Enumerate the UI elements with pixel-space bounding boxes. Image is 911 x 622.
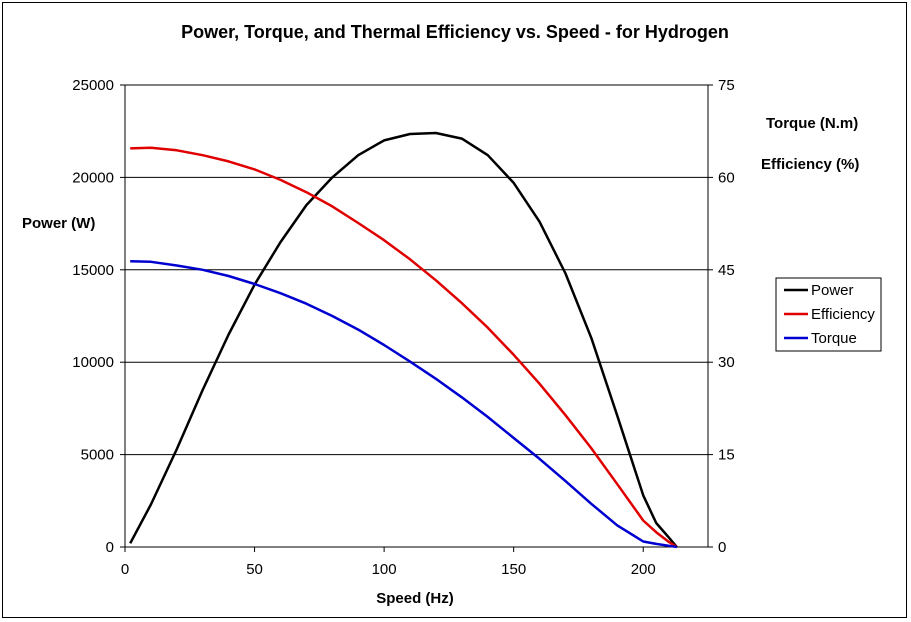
- y-right-tick-label: 45: [718, 262, 735, 279]
- y-left-tick-label: 5000: [81, 447, 114, 464]
- x-tick-label: 50: [246, 561, 263, 578]
- y-right-tick-label: 30: [718, 354, 735, 371]
- series-line-torque: [130, 259, 678, 549]
- y-left-tick-label: 15000: [72, 262, 114, 279]
- gridlines: [125, 84, 708, 456]
- series-line-power: [129, 131, 678, 548]
- series-line-efficiency: [130, 146, 678, 549]
- y-right-tick-label: 0: [718, 539, 726, 556]
- x-tick-label: 0: [121, 561, 129, 578]
- x-tick-label: 200: [631, 561, 656, 578]
- y-right-axis-label-torque: Torque (N.m): [766, 115, 858, 132]
- y-left-tick-label: 0: [106, 539, 114, 556]
- y-left-tick-label: 10000: [72, 354, 114, 371]
- x-axis-label: Speed (Hz): [376, 590, 454, 607]
- y-right-tick-label: 15: [718, 447, 735, 464]
- legend-label-power: Power: [811, 282, 854, 299]
- y-right-axis-label-efficiency: Efficiency (%): [761, 156, 859, 173]
- y-left-tick-label: 20000: [72, 169, 114, 186]
- x-tick-label: 150: [501, 561, 526, 578]
- chart-title: Power, Torque, and Thermal Efficiency vs…: [181, 22, 729, 42]
- axes: [120, 84, 713, 552]
- series-lines: [129, 131, 678, 549]
- legend: Power Efficiency Torque: [775, 277, 882, 352]
- x-tick-label: 100: [372, 561, 397, 578]
- tick-labels: 0 50 100 150 200 0 5000 10000 15000 20000 25000 0 15…: [72, 77, 734, 578]
- legend-label-torque: Torque: [811, 330, 857, 347]
- y-right-tick-label: 60: [718, 169, 735, 186]
- y-left-axis-label: Power (W): [22, 215, 95, 232]
- legend-label-efficiency: Efficiency: [811, 306, 875, 323]
- y-right-tick-label: 75: [718, 77, 735, 94]
- y-left-tick-label: 25000: [72, 77, 114, 94]
